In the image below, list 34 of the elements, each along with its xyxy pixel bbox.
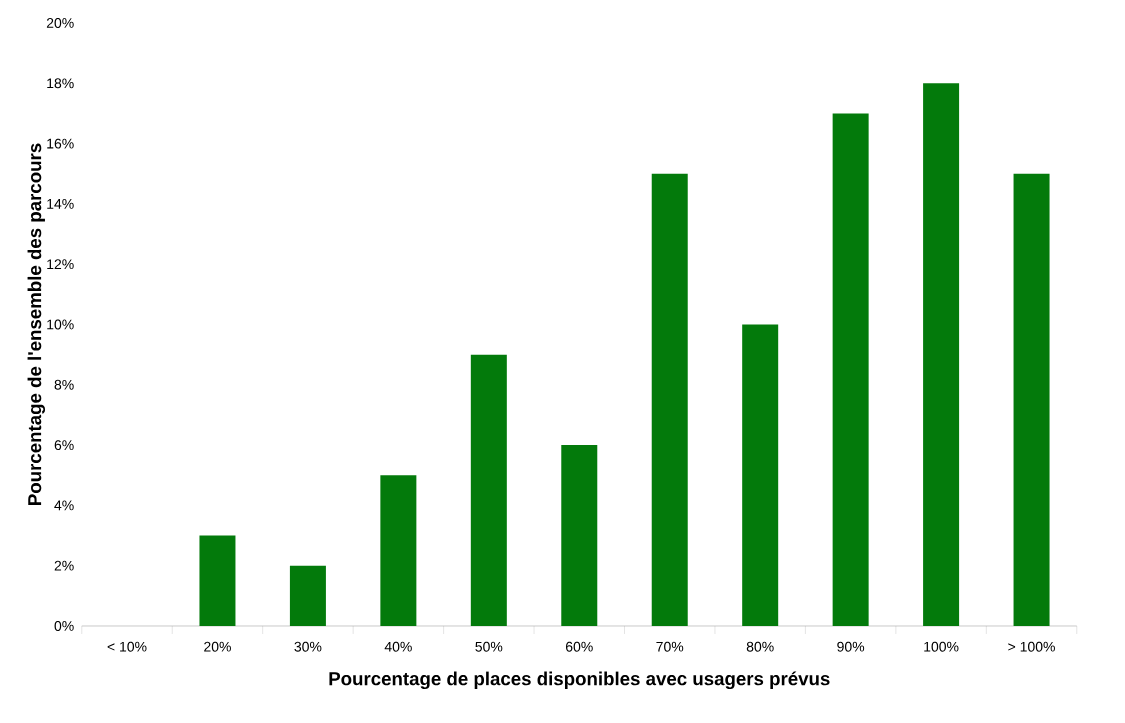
- x-tick-label: > 100%: [1008, 641, 1055, 652]
- bar: [380, 475, 417, 626]
- y-tick-label: 0%: [54, 621, 74, 631]
- x-tick-label: 80%: [746, 641, 774, 652]
- bar: [561, 445, 598, 626]
- x-tick-label: 20%: [204, 641, 231, 652]
- bar: [199, 535, 236, 626]
- x-tick-label: 90%: [837, 641, 865, 652]
- y-tick-label: 8%: [54, 379, 74, 390]
- x-tick-label: 100%: [924, 641, 959, 652]
- x-tick-label: < 10%: [107, 641, 147, 652]
- y-tick-label: 20%: [46, 18, 74, 28]
- x-axis-title: Pourcentage de places disponibles avec usagers prévus: [329, 671, 830, 690]
- bar: [832, 113, 869, 626]
- bar: [651, 173, 688, 626]
- bar: [923, 83, 960, 626]
- y-tick-label: 10%: [47, 319, 74, 330]
- y-tick-label: 4%: [54, 500, 74, 511]
- x-tick-label: 70%: [656, 641, 684, 652]
- x-tick-label: 60%: [565, 641, 593, 652]
- y-tick-label: 14%: [47, 199, 74, 209]
- y-tick-label: 16%: [47, 138, 74, 149]
- y-tick-label: 18%: [47, 78, 74, 89]
- y-tick-label: 6%: [54, 440, 74, 451]
- x-tick-label: 50%: [475, 641, 503, 652]
- bar: [1013, 173, 1050, 626]
- bar: [742, 324, 779, 626]
- bar: [289, 565, 326, 626]
- y-tick-label: 2%: [54, 560, 74, 571]
- y-axis-title: Pourcentage de l'ensemble des parcours: [27, 143, 46, 505]
- y-tick-label: 12%: [47, 259, 74, 270]
- x-tick-label: 30%: [294, 641, 322, 652]
- bar: [470, 354, 507, 626]
- x-tick-label: 40%: [384, 641, 412, 652]
